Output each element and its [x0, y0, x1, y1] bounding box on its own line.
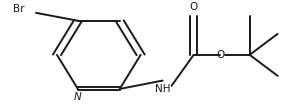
- Text: Br: Br: [13, 4, 24, 14]
- Text: O: O: [216, 50, 224, 60]
- Text: NH: NH: [155, 84, 170, 94]
- Text: O: O: [189, 2, 198, 12]
- Text: N: N: [74, 92, 82, 102]
